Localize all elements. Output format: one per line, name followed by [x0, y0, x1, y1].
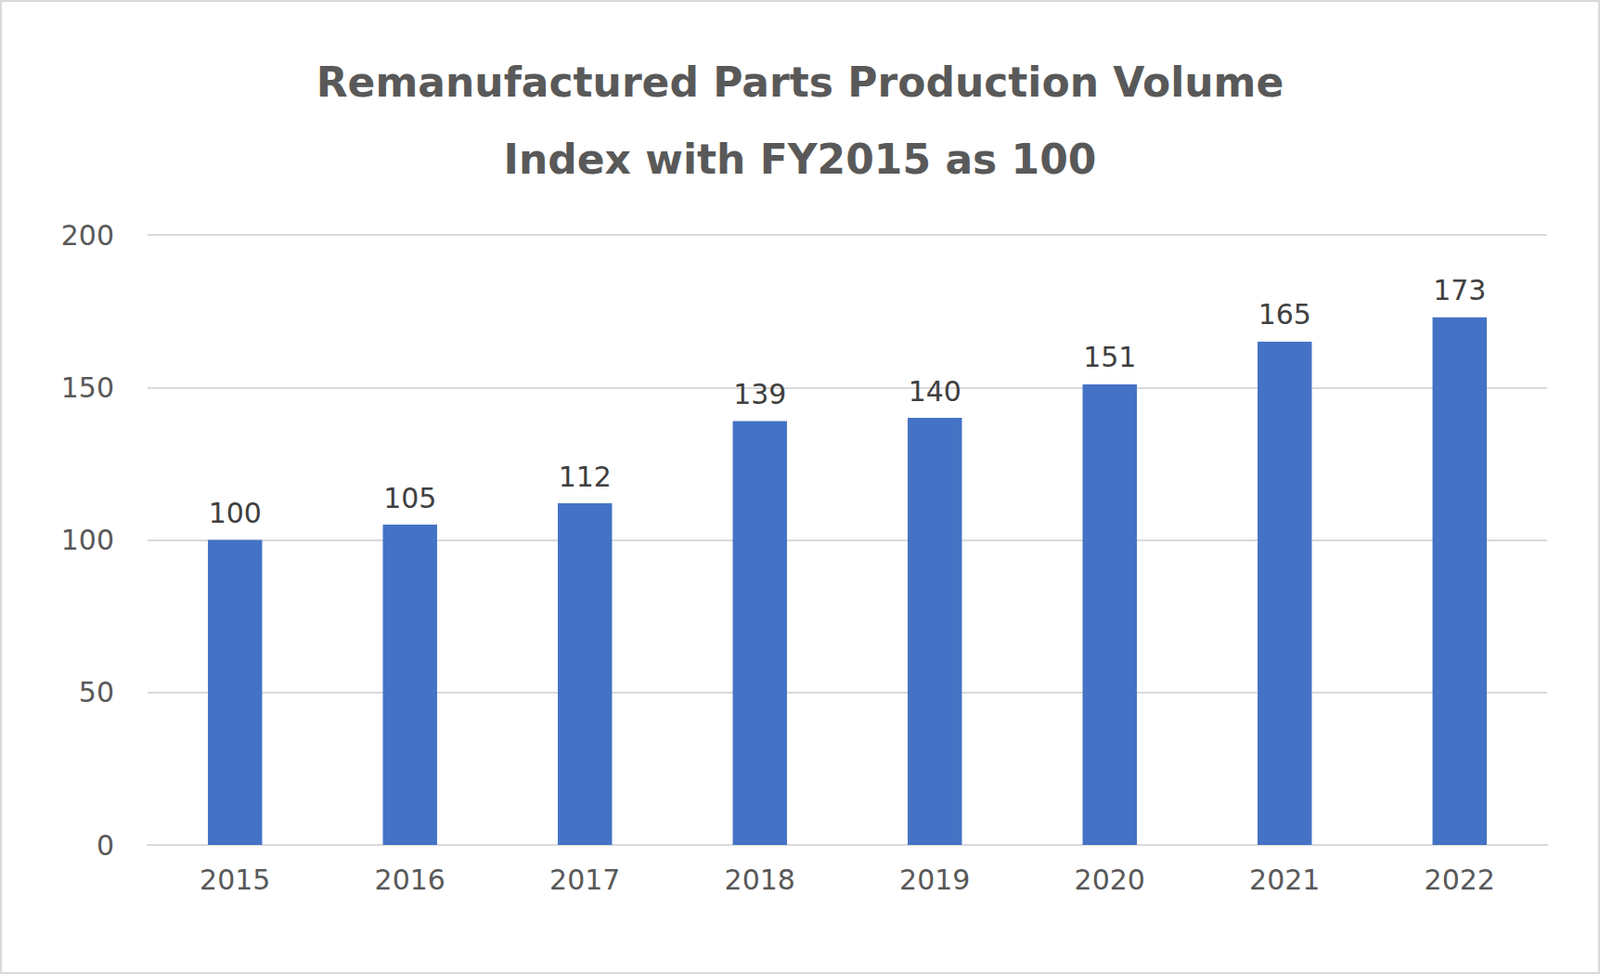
svg-text:2017: 2017	[549, 863, 620, 896]
svg-text:173: 173	[1432, 273, 1486, 307]
svg-text:Remanufactured Parts Productio: Remanufactured Parts Production Volume	[316, 58, 1285, 106]
svg-text:100: 100	[208, 496, 262, 530]
svg-text:140: 140	[908, 374, 962, 408]
svg-text:2015: 2015	[199, 863, 271, 896]
svg-text:2021: 2021	[1249, 863, 1320, 896]
svg-text:200: 200	[61, 219, 115, 252]
svg-text:0: 0	[96, 828, 115, 862]
svg-text:151: 151	[1083, 340, 1136, 374]
svg-text:112: 112	[558, 460, 612, 493]
svg-text:2020: 2020	[1074, 863, 1146, 896]
svg-text:105: 105	[383, 481, 437, 515]
svg-text:50: 50	[78, 675, 115, 709]
svg-text:2019: 2019	[899, 863, 970, 896]
svg-text:2022: 2022	[1424, 863, 1496, 896]
svg-text:100: 100	[61, 523, 115, 556]
svg-text:2018: 2018	[724, 863, 796, 896]
svg-text:Index with FY2015 as 100: Index with FY2015 as 100	[503, 135, 1097, 183]
svg-text:165: 165	[1258, 297, 1312, 331]
svg-text:150: 150	[61, 371, 115, 404]
svg-text:2016: 2016	[374, 863, 446, 896]
svg-text:139: 139	[733, 377, 787, 411]
